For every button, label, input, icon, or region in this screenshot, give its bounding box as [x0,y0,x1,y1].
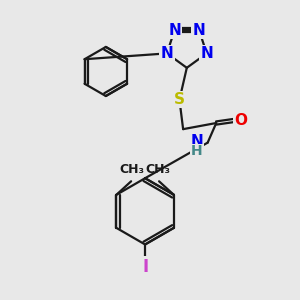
Text: I: I [142,258,148,276]
Text: CH₃: CH₃ [120,163,145,176]
Text: N: N [200,46,213,61]
Text: CH₃: CH₃ [145,163,170,176]
Text: H: H [191,144,203,158]
Text: S: S [174,92,185,107]
Text: O: O [234,113,247,128]
Text: N: N [168,22,181,38]
Text: N: N [193,22,206,38]
Text: N: N [160,46,173,61]
Text: N: N [190,134,203,149]
